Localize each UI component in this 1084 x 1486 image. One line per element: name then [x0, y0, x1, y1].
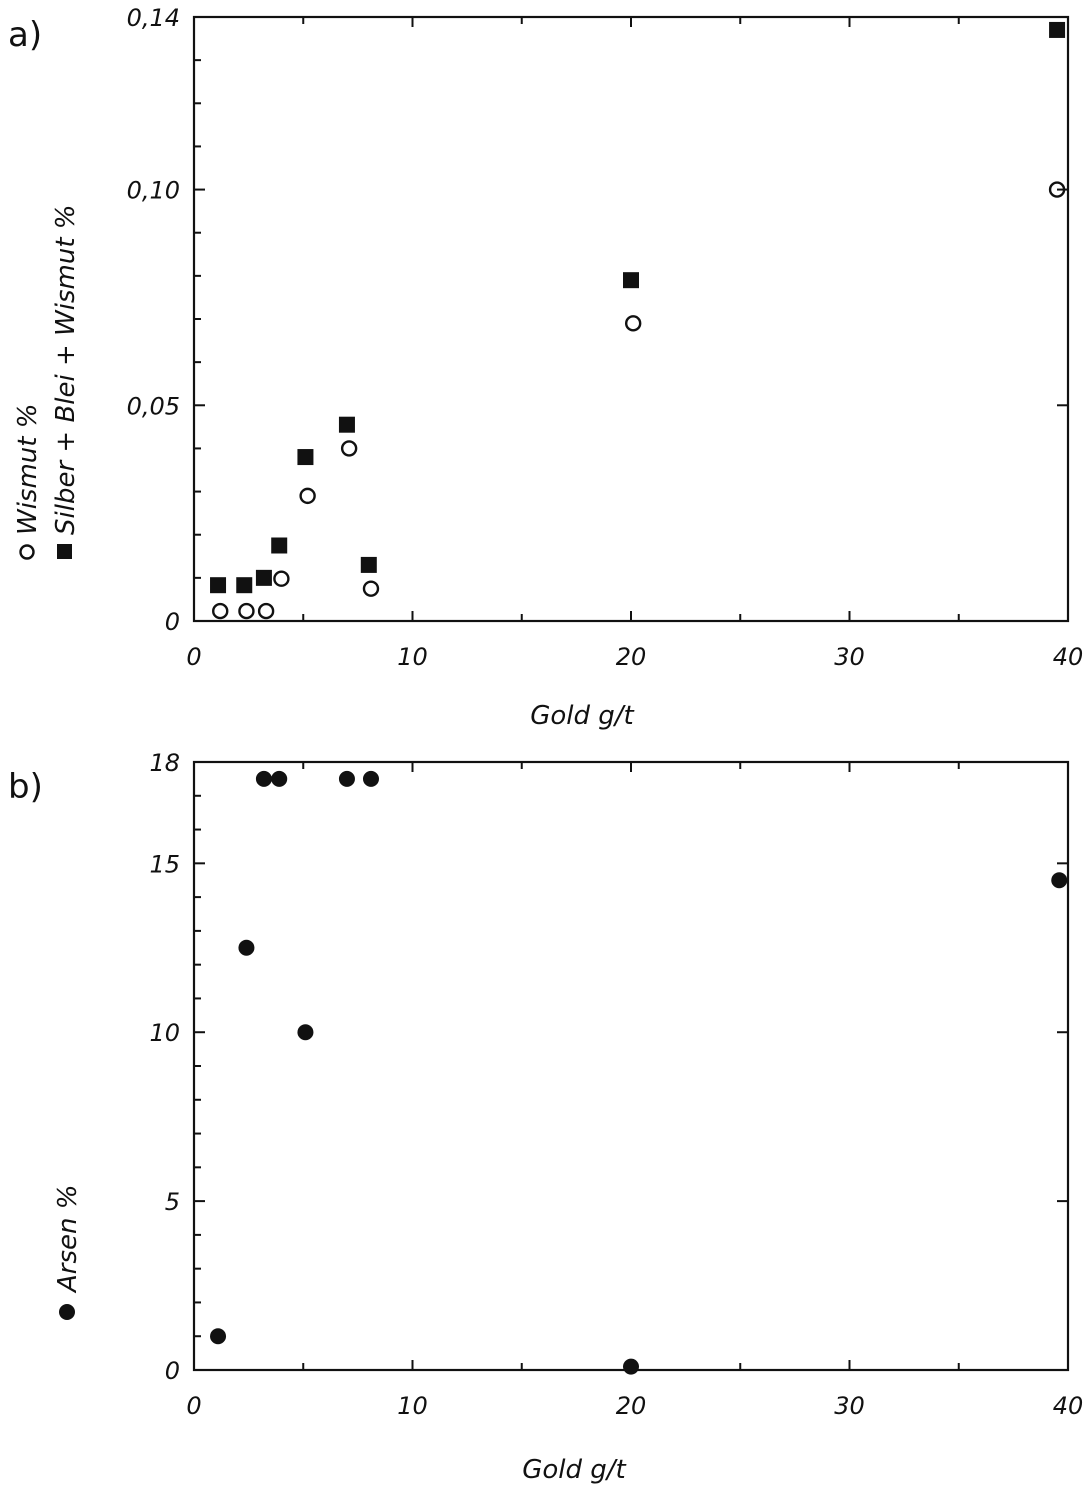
point-arsen	[255, 770, 272, 787]
y-tick-label: 0,05	[127, 392, 180, 420]
point-silber-blei-wismut	[271, 537, 288, 554]
x-tick-label: 10	[397, 1392, 428, 1420]
point-arsen	[297, 1024, 314, 1041]
x-tick-label: 20	[616, 643, 647, 671]
panel-b-y-ticks: 0 5 10 15 18	[149, 749, 1068, 1385]
x-tick-label: 40	[1053, 1392, 1084, 1420]
legend-wismut-marker	[19, 544, 35, 560]
panel-b-legend: Arsen %	[53, 1185, 83, 1320]
x-tick-label: 20	[616, 1392, 647, 1420]
point-silber-blei-wismut	[338, 416, 355, 433]
x-tick-label: 30	[834, 643, 865, 671]
panel-a-x-axis-title: Gold g/t	[530, 701, 634, 731]
point-silber-blei-wismut	[236, 577, 253, 594]
panel-a-legend: Wismut % Silber + Blei + Wismut %	[13, 205, 81, 560]
legend-silber-blei-wismut-marker	[57, 544, 72, 559]
y-tick-label: 0	[165, 608, 180, 636]
point-arsen	[623, 1358, 639, 1375]
panel-a-plot-frame	[192, 15, 1070, 623]
point-wismut	[212, 602, 229, 620]
point-silber-blei-wismut	[210, 577, 227, 594]
point-arsen	[210, 1328, 227, 1345]
panel-a-x-ticks: 0 10 20 30 40	[186, 17, 1083, 671]
x-tick-label: 0	[186, 643, 201, 671]
point-wismut	[624, 315, 642, 332]
y-tick-label: 0,10	[127, 177, 180, 205]
x-tick-label: 30	[834, 1392, 865, 1420]
point-silber-blei-wismut	[297, 449, 314, 466]
point-silber-blei-wismut	[1049, 21, 1066, 38]
panel-b-tag: b)	[8, 767, 43, 807]
panel-b-points	[210, 770, 1068, 1375]
point-wismut	[273, 570, 290, 587]
point-wismut	[238, 602, 255, 620]
panel-b-x-axis-title: Gold g/t	[522, 1455, 626, 1485]
point-wismut	[362, 580, 380, 597]
point-arsen	[238, 939, 255, 956]
point-arsen	[1051, 872, 1068, 889]
panel-b-x-ticks: 0 10 20 30 40	[186, 762, 1083, 1420]
point-arsen	[362, 770, 379, 787]
point-wismut	[340, 440, 358, 457]
panel-b-plot-frame	[192, 760, 1070, 1372]
panel-a-y-ticks: 0 0,05 0,10 0,14	[127, 4, 1068, 636]
panel-a-tag: a)	[8, 15, 42, 55]
point-silber-blei-wismut	[255, 569, 272, 586]
y-tick-label: 15	[149, 850, 180, 878]
point-silber-blei-wismut	[623, 272, 639, 289]
point-wismut	[1048, 181, 1066, 198]
panel-b: b) 0 10 20 30 40 0 5 10 15 18 Gold g/t Arsen %	[8, 749, 1083, 1485]
y-tick-label: 0	[165, 1357, 180, 1385]
y-tick-label: 10	[149, 1019, 180, 1047]
x-tick-label: 0	[186, 1392, 201, 1420]
legend-arsen-label: Arsen %	[53, 1185, 83, 1294]
panel-a: a) 0 10 20 30 40 0 0,05 0,10 0,14 Gold g/t Wism…	[8, 4, 1083, 731]
point-wismut	[257, 602, 275, 620]
point-arsen	[271, 770, 288, 787]
y-tick-label: 18	[149, 749, 180, 777]
legend-wismut-label: Wismut %	[13, 404, 43, 535]
point-wismut	[299, 487, 316, 505]
legend-arsen-marker	[59, 1304, 75, 1320]
y-tick-label: 0,14	[127, 4, 180, 32]
panel-a-points	[210, 21, 1066, 620]
y-tick-label: 5	[165, 1188, 180, 1216]
point-arsen	[338, 770, 355, 787]
point-silber-blei-wismut	[360, 556, 377, 573]
x-tick-label: 10	[397, 643, 428, 671]
legend-silber-blei-wismut-label: Silber + Blei + Wismut %	[51, 205, 81, 536]
x-tick-label: 40	[1053, 643, 1084, 671]
